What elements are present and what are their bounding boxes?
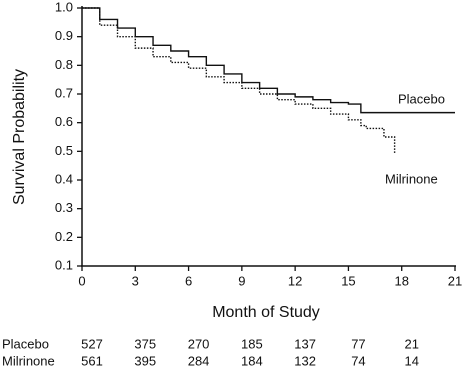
at-risk-count: 21 xyxy=(404,336,418,351)
x-tick-label: 0 xyxy=(78,273,85,288)
y-tick-label: 0.1 xyxy=(55,257,73,272)
y-tick-label: 0.8 xyxy=(55,57,73,72)
at-risk-count: 184 xyxy=(241,353,263,368)
y-tick-label: 0.3 xyxy=(55,200,73,215)
x-axis-label: Month of Study xyxy=(212,304,320,321)
at-risk-count: 74 xyxy=(351,353,365,368)
x-tick-label: 3 xyxy=(132,273,139,288)
series-label: Placebo xyxy=(398,91,445,106)
y-tick-label: 0.9 xyxy=(55,28,73,43)
x-tick-label: 9 xyxy=(238,273,245,288)
y-axis-label: Survival Probability xyxy=(11,69,28,205)
at-risk-count: 395 xyxy=(134,353,156,368)
at-risk-count: 527 xyxy=(81,336,103,351)
x-tick-label: 15 xyxy=(341,273,355,288)
y-tick-label: 0.4 xyxy=(55,171,73,186)
series-label: Milrinone xyxy=(385,171,438,186)
at-risk-count: 561 xyxy=(81,353,103,368)
x-tick-label: 6 xyxy=(185,273,192,288)
at-risk-count: 375 xyxy=(134,336,156,351)
survival-curve xyxy=(82,7,396,155)
at-risk-count: 270 xyxy=(188,336,210,351)
x-tick-label: 12 xyxy=(288,273,302,288)
x-tick-label: 21 xyxy=(448,273,462,288)
at-risk-count: 137 xyxy=(294,336,316,351)
y-tick-label: 1.0 xyxy=(55,0,73,14)
at-risk-row-label: Milrinone xyxy=(2,353,55,368)
at-risk-count: 185 xyxy=(241,336,263,351)
y-tick-label: 0.2 xyxy=(55,229,73,244)
at-risk-count: 14 xyxy=(404,353,418,368)
at-risk-count: 77 xyxy=(351,336,365,351)
x-tick-label: 18 xyxy=(394,273,408,288)
y-tick-label: 0.6 xyxy=(55,114,73,129)
at-risk-row-label: Placebo xyxy=(2,336,49,351)
y-tick-label: 0.7 xyxy=(55,85,73,100)
at-risk-count: 284 xyxy=(188,353,210,368)
y-tick-label: 0.5 xyxy=(55,143,73,158)
at-risk-count: 132 xyxy=(294,353,316,368)
